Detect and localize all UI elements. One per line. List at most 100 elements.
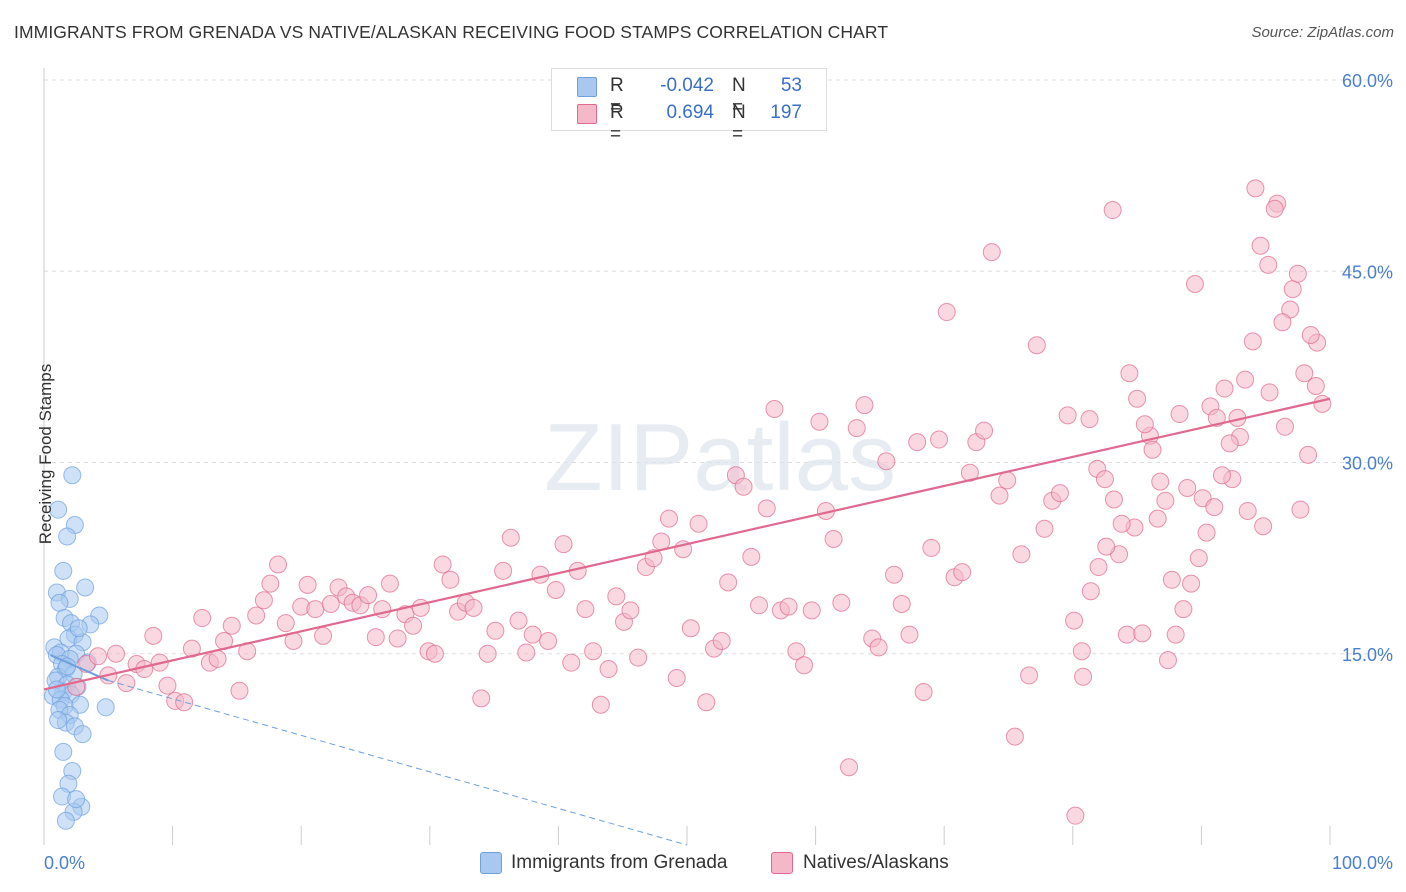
data-point: [697, 693, 716, 712]
data-point: [531, 565, 550, 584]
legend-swatch-grenada: [480, 852, 502, 874]
data-point: [425, 644, 444, 663]
data-point: [1120, 364, 1139, 383]
legend-label-natives: Natives/Alaskans: [803, 852, 949, 873]
data-point: [1020, 666, 1039, 685]
data-point: [50, 593, 69, 612]
data-point: [877, 452, 896, 471]
data-point: [885, 565, 904, 584]
data-point: [1251, 236, 1270, 255]
data-point: [546, 581, 565, 599]
data-point: [1275, 417, 1294, 436]
data-point: [76, 578, 95, 597]
data-point: [1189, 549, 1208, 568]
y-tick-label: 45.0%: [1342, 262, 1393, 282]
y-tick-label: 30.0%: [1342, 454, 1393, 474]
data-point: [1306, 377, 1325, 395]
data-point: [1185, 275, 1204, 293]
data-point: [144, 626, 163, 645]
data-point: [953, 563, 972, 582]
data-point: [208, 649, 227, 668]
data-point: [1095, 470, 1114, 489]
data-point: [254, 591, 273, 610]
tick-labels: 15.0% 30.0% 45.0% 60.0% 0.0% 100.0%: [44, 71, 1393, 873]
data-point: [56, 811, 75, 830]
legend-swatch-natives: [771, 852, 793, 874]
data-point: [1143, 440, 1162, 459]
gridlines: [44, 79, 1395, 655]
data-point: [1207, 408, 1226, 427]
data-point: [54, 742, 73, 761]
data-point: [380, 574, 399, 593]
data-point: [314, 626, 333, 645]
data-point: [914, 683, 933, 701]
data-point: [1012, 545, 1031, 564]
data-point: [847, 419, 866, 438]
data-point: [67, 790, 86, 809]
data-point: [433, 555, 452, 574]
data-point: [193, 609, 212, 628]
data-point: [1259, 255, 1278, 274]
data-point: [47, 680, 66, 699]
r-label: R =: [610, 102, 624, 145]
y-tick-label: 15.0%: [1342, 645, 1393, 665]
data-point: [464, 598, 483, 617]
data-point: [667, 668, 686, 687]
data-point: [629, 648, 648, 667]
data-point: [621, 601, 640, 620]
chart-title: IMMIGRANTS FROM GRENADA VS NATIVE/ALASKA…: [14, 22, 889, 42]
data-point: [576, 600, 595, 619]
data-point: [359, 586, 378, 605]
data-point: [1220, 434, 1239, 453]
data-point: [321, 595, 340, 614]
source-label: Source: ZipAtlas.com: [1251, 24, 1394, 41]
data-point: [54, 561, 73, 580]
data-point: [1112, 514, 1131, 533]
data-point: [1265, 199, 1284, 218]
data-point: [1197, 523, 1216, 542]
data-point: [802, 601, 821, 620]
stats-legend: R = -0.042 N = 53 R = 0.694 N = 197: [551, 68, 827, 145]
data-point: [539, 632, 558, 650]
x-tick-label: 0.0%: [44, 853, 85, 873]
data-point: [1097, 537, 1116, 556]
data-point: [1135, 415, 1154, 434]
data-point: [659, 509, 678, 528]
x-tick-label: 100.0%: [1332, 853, 1393, 873]
n-value: 197: [770, 102, 802, 123]
data-point: [501, 528, 520, 547]
data-point: [1117, 625, 1136, 644]
data-point: [1291, 500, 1310, 519]
data-point: [1066, 806, 1085, 825]
data-point: [49, 711, 68, 730]
data-point: [1128, 389, 1147, 408]
data-point: [1260, 383, 1279, 402]
r-value: -0.042: [660, 75, 714, 96]
data-point: [1212, 466, 1231, 485]
series-immigrants-from-grenada: [44, 466, 115, 830]
data-point: [69, 619, 88, 638]
data-point: [1283, 280, 1302, 299]
n-label: N =: [732, 75, 746, 118]
data-point: [58, 527, 77, 546]
data-point: [591, 695, 610, 714]
data-point: [908, 433, 927, 452]
data-point: [1254, 517, 1273, 536]
data-point: [1162, 570, 1181, 589]
data-point: [998, 471, 1017, 490]
data-point: [1238, 501, 1257, 520]
r-label: R =: [610, 75, 624, 118]
data-point: [1050, 484, 1069, 503]
data-point: [787, 642, 806, 661]
data-point: [681, 619, 700, 638]
data-point: [175, 693, 194, 712]
data-point: [810, 412, 829, 431]
data-point: [1273, 313, 1292, 332]
data-point: [855, 396, 874, 415]
data-point: [509, 611, 528, 630]
data-point: [1081, 582, 1100, 601]
n-label: N =: [732, 102, 746, 145]
data-point: [719, 573, 738, 592]
data-point: [1215, 379, 1234, 398]
